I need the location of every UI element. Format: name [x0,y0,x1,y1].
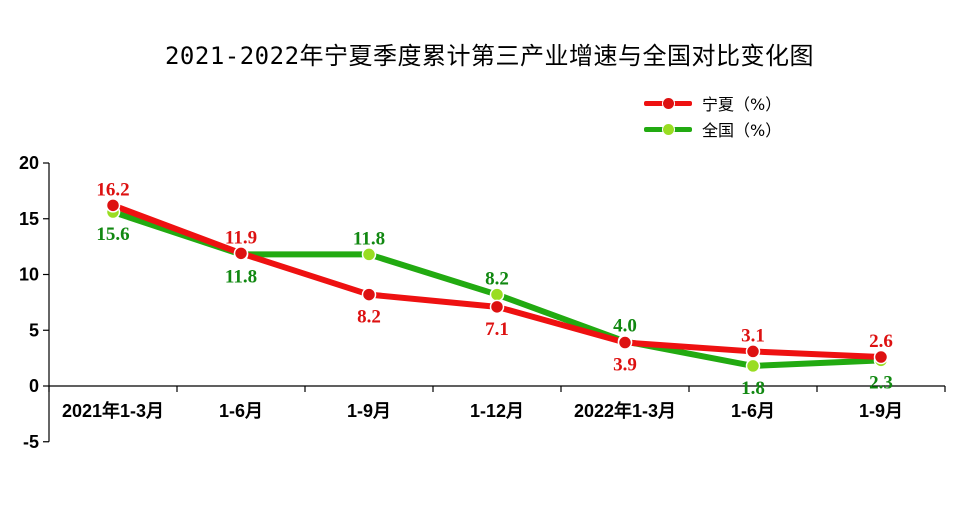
data-point-ningxia [489,299,505,315]
data-point-national [489,287,505,302]
data-point-ningxia [745,344,761,359]
y-tick-label: 5 [29,320,39,340]
data-label-national: 11.8 [225,266,257,287]
data-label-national: 4.0 [613,315,637,336]
x-category-label: 1-12月 [470,401,524,421]
data-label-ningxia: 7.1 [485,319,509,340]
data-label-national: 2.3 [869,372,893,393]
chart-title: 2021-2022年宁夏季度累计第三产业增速与全国对比变化图 [164,42,815,70]
legend-marker-ningxia [662,97,675,110]
x-category-label: 1-9月 [859,401,903,421]
data-label-ningxia: 8.2 [357,307,381,328]
data-point-ningxia [617,335,633,350]
data-label-ningxia: 2.6 [869,331,893,352]
data-label-ningxia: 11.9 [225,227,257,248]
data-label-national: 8.2 [485,269,509,290]
x-category-label: 2021年1-3月 [62,400,164,421]
data-point-ningxia [873,349,889,365]
data-label-ningxia: 3.1 [741,325,765,346]
legend-label-ningxia: 宁夏（%） [702,95,782,114]
y-tick-label: 0 [29,376,39,396]
y-tick-label: -5 [23,432,39,452]
data-point-national [361,247,377,262]
data-point-ningxia [233,246,249,261]
data-label-national: 11.8 [353,228,385,249]
y-tick-label: 20 [19,153,39,173]
legend-marker-national [662,123,675,136]
data-label-ningxia: 16.2 [96,179,129,200]
x-category-label: 1-6月 [731,401,775,421]
data-label-ningxia: 3.9 [613,355,637,376]
data-label-national: 1.8 [741,378,765,399]
x-category-label: 2022年1-3月 [574,400,676,421]
y-tick-label: 15 [19,209,39,229]
x-category-label: 1-9月 [347,401,391,421]
data-point-ningxia [105,198,121,213]
legend-label-national: 全国（%） [702,121,782,140]
data-point-ningxia [361,287,377,302]
data-label-national: 15.6 [96,224,129,245]
data-point-national [745,358,761,374]
y-tick-label: 10 [19,265,39,285]
x-category-label: 1-6月 [219,401,263,421]
